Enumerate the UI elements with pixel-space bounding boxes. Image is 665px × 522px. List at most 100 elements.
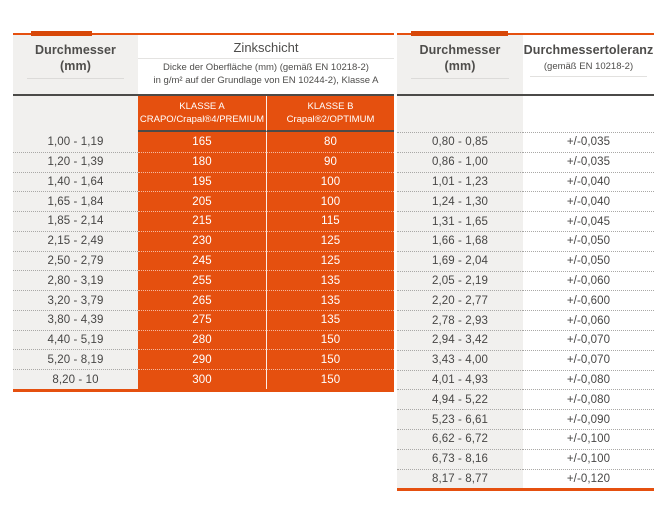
klasse-b-brand: Crapal®2/OPTIMUM — [286, 114, 375, 125]
header-divider — [410, 78, 510, 79]
header-separator-line — [397, 94, 654, 96]
diameter-range-cell: 1,69 - 2,04 — [397, 250, 523, 271]
tolerance-value-cell: +/-0,040 — [523, 191, 654, 212]
diameter-range-cell: 2,20 - 2,77 — [397, 290, 523, 311]
zinc-layer-title: Zinkschicht — [138, 40, 394, 59]
table-header-row: Durchmesser (mm) Durchmessertoleranz (ge… — [397, 35, 654, 94]
diameter-range-cell: 3,20 - 3,79 — [13, 290, 138, 310]
header-separator-line — [13, 94, 394, 96]
diameter-range-cell: 8,20 - 10 — [13, 369, 138, 389]
tolerance-value-cell: +/-0,035 — [523, 132, 654, 152]
diameter-range-cell: 2,15 - 2,49 — [13, 230, 138, 251]
diameter-header-title: Durchmesser — [34, 43, 116, 57]
table-row: 0,80 - 0,85 +/-0,035 — [397, 132, 654, 152]
diameter-range-cell: 2,50 - 2,79 — [13, 250, 138, 271]
klasse-a-value-cell: 180 — [138, 151, 266, 172]
diameter-range-cell: 5,23 - 6,61 — [397, 409, 523, 429]
diameter-header-cell: Durchmesser (mm) — [397, 35, 523, 94]
table-top-border — [397, 33, 654, 35]
top-accent-bar — [411, 31, 508, 36]
diameter-header-unit: (mm) — [60, 58, 91, 73]
diameter-range-cell: 4,01 - 4,93 — [397, 369, 523, 390]
diameter-range-cell: 3,80 - 4,39 — [13, 309, 138, 330]
diameter-range-cell: 4,40 - 5,19 — [13, 329, 138, 350]
tolerance-header-title: Durchmessertoleranz — [523, 43, 654, 57]
klasse-b-value-cell: 150 — [266, 349, 394, 370]
diameter-range-cell: 2,80 - 3,19 — [13, 270, 138, 291]
table-row: 8,20 - 10 300 150 — [13, 369, 394, 389]
table-row: 1,24 - 1,30 +/-0,040 — [397, 191, 654, 212]
table-row: 1,00 - 1,19 165 80 — [13, 132, 394, 152]
tolerance-value-cell: +/-0,050 — [523, 250, 654, 271]
klasse-b-header-cell: KLASSE B Crapal®2/OPTIMUM — [266, 96, 394, 132]
klasse-a-value-cell: 205 — [138, 191, 266, 212]
tolerance-value-cell: +/-0,070 — [523, 349, 654, 370]
tolerance-value-cell: +/-0,100 — [523, 448, 654, 469]
table-row: 3,43 - 4,00 +/-0,070 — [397, 349, 654, 370]
header-spacer-row — [397, 96, 654, 132]
diameter-range-cell: 6,62 - 6,72 — [397, 428, 523, 449]
table-row: 2,50 - 2,79 245 125 — [13, 250, 394, 271]
table-row: 2,94 - 3,42 +/-0,070 — [397, 329, 654, 350]
diameter-range-cell: 1,31 - 1,65 — [397, 211, 523, 231]
tolerance-value-cell: +/-0,600 — [523, 290, 654, 311]
table-row: 2,05 - 2,19 +/-0,060 — [397, 270, 654, 291]
table-row: 0,86 - 1,00 +/-0,035 — [397, 151, 654, 172]
klasse-a-value-cell: 255 — [138, 270, 266, 291]
table-bottom-border — [13, 388, 394, 392]
tolerance-value-cell: +/-0,050 — [523, 230, 654, 251]
table-row: 5,20 - 8,19 290 150 — [13, 349, 394, 370]
klasse-b-value-cell: 90 — [266, 151, 394, 172]
table-row: 4,01 - 4,93 +/-0,080 — [397, 369, 654, 390]
table-row: 8,17 - 8,77 +/-0,120 — [397, 468, 654, 489]
klasse-b-value-cell: 125 — [266, 230, 394, 251]
zinc-coating-table-body: 1,00 - 1,19 165 80 1,20 - 1,39 180 90 1,40 - 1… — [13, 132, 394, 389]
klasse-a-header-cell: KLASSE A CRAPO/Crapal®4/PREMIUM — [138, 96, 266, 132]
table-row: 2,78 - 2,93 +/-0,060 — [397, 310, 654, 330]
diameter-range-cell: 0,80 - 0,85 — [397, 132, 523, 152]
diameter-range-cell: 1,65 - 1,84 — [13, 191, 138, 212]
header-divider — [26, 78, 125, 79]
klasse-a-value-cell: 195 — [138, 171, 266, 192]
table-row: 1,31 - 1,65 +/-0,045 — [397, 211, 654, 231]
diameter-range-cell: 1,01 - 1,23 — [397, 171, 523, 192]
table-row: 4,40 - 5,19 280 150 — [13, 329, 394, 350]
klasse-b-value-cell: 115 — [266, 211, 394, 231]
diameter-range-cell: 1,40 - 1,64 — [13, 171, 138, 192]
tolerance-value-cell: +/-0,080 — [523, 369, 654, 390]
diameter-range-cell: 5,20 - 8,19 — [13, 349, 138, 370]
tolerance-header-cell: Durchmessertoleranz (gemäß EN 10218-2) — [523, 35, 654, 94]
table-row: 3,20 - 3,79 265 135 — [13, 290, 394, 310]
zinc-layer-subtitle-line2: in g/m² auf der Grundlage von EN 10244-2… — [153, 74, 379, 86]
diameter-range-cell: 3,43 - 4,00 — [397, 349, 523, 370]
diameter-header-cell: Durchmesser (mm) — [13, 35, 138, 94]
klasse-a-value-cell: 245 — [138, 250, 266, 271]
table-row: 1,65 - 1,84 205 100 — [13, 191, 394, 212]
diameter-range-cell: 8,17 - 8,77 — [397, 468, 523, 489]
klasse-a-value-cell: 230 — [138, 230, 266, 251]
diameter-range-cell: 2,05 - 2,19 — [397, 270, 523, 291]
klasse-a-value-cell: 300 — [138, 369, 266, 389]
diameter-range-cell: 1,20 - 1,39 — [13, 151, 138, 172]
zinc-coating-table: Durchmesser (mm) Zinkschicht Dicke der O… — [13, 31, 394, 392]
empty-corner-cell — [13, 96, 138, 132]
diameter-range-cell: 1,66 - 1,68 — [397, 230, 523, 251]
table-row: 1,40 - 1,64 195 100 — [13, 171, 394, 192]
diameter-range-cell: 1,00 - 1,19 — [13, 132, 138, 152]
zinc-layer-subtitle-line1: Dicke der Oberfläche (mm) (gemäß EN 1021… — [163, 62, 369, 73]
tolerance-value-cell: +/-0,100 — [523, 428, 654, 449]
klasse-b-title: KLASSE B — [307, 100, 354, 112]
klasse-a-value-cell: 280 — [138, 329, 266, 350]
klasse-b-value-cell: 135 — [266, 290, 394, 310]
diameter-range-cell: 2,78 - 2,93 — [397, 310, 523, 330]
diameter-range-cell: 4,94 - 5,22 — [397, 389, 523, 410]
header-divider — [529, 76, 648, 77]
table-row: 2,80 - 3,19 255 135 — [13, 270, 394, 291]
empty-spacer-cell — [397, 96, 523, 132]
klasse-b-value-cell: 100 — [266, 191, 394, 212]
empty-spacer-cell — [523, 96, 654, 132]
tolerance-value-cell: +/-0,070 — [523, 329, 654, 350]
tolerance-value-cell: +/-0,060 — [523, 270, 654, 291]
klasse-b-value-cell: 80 — [266, 132, 394, 152]
